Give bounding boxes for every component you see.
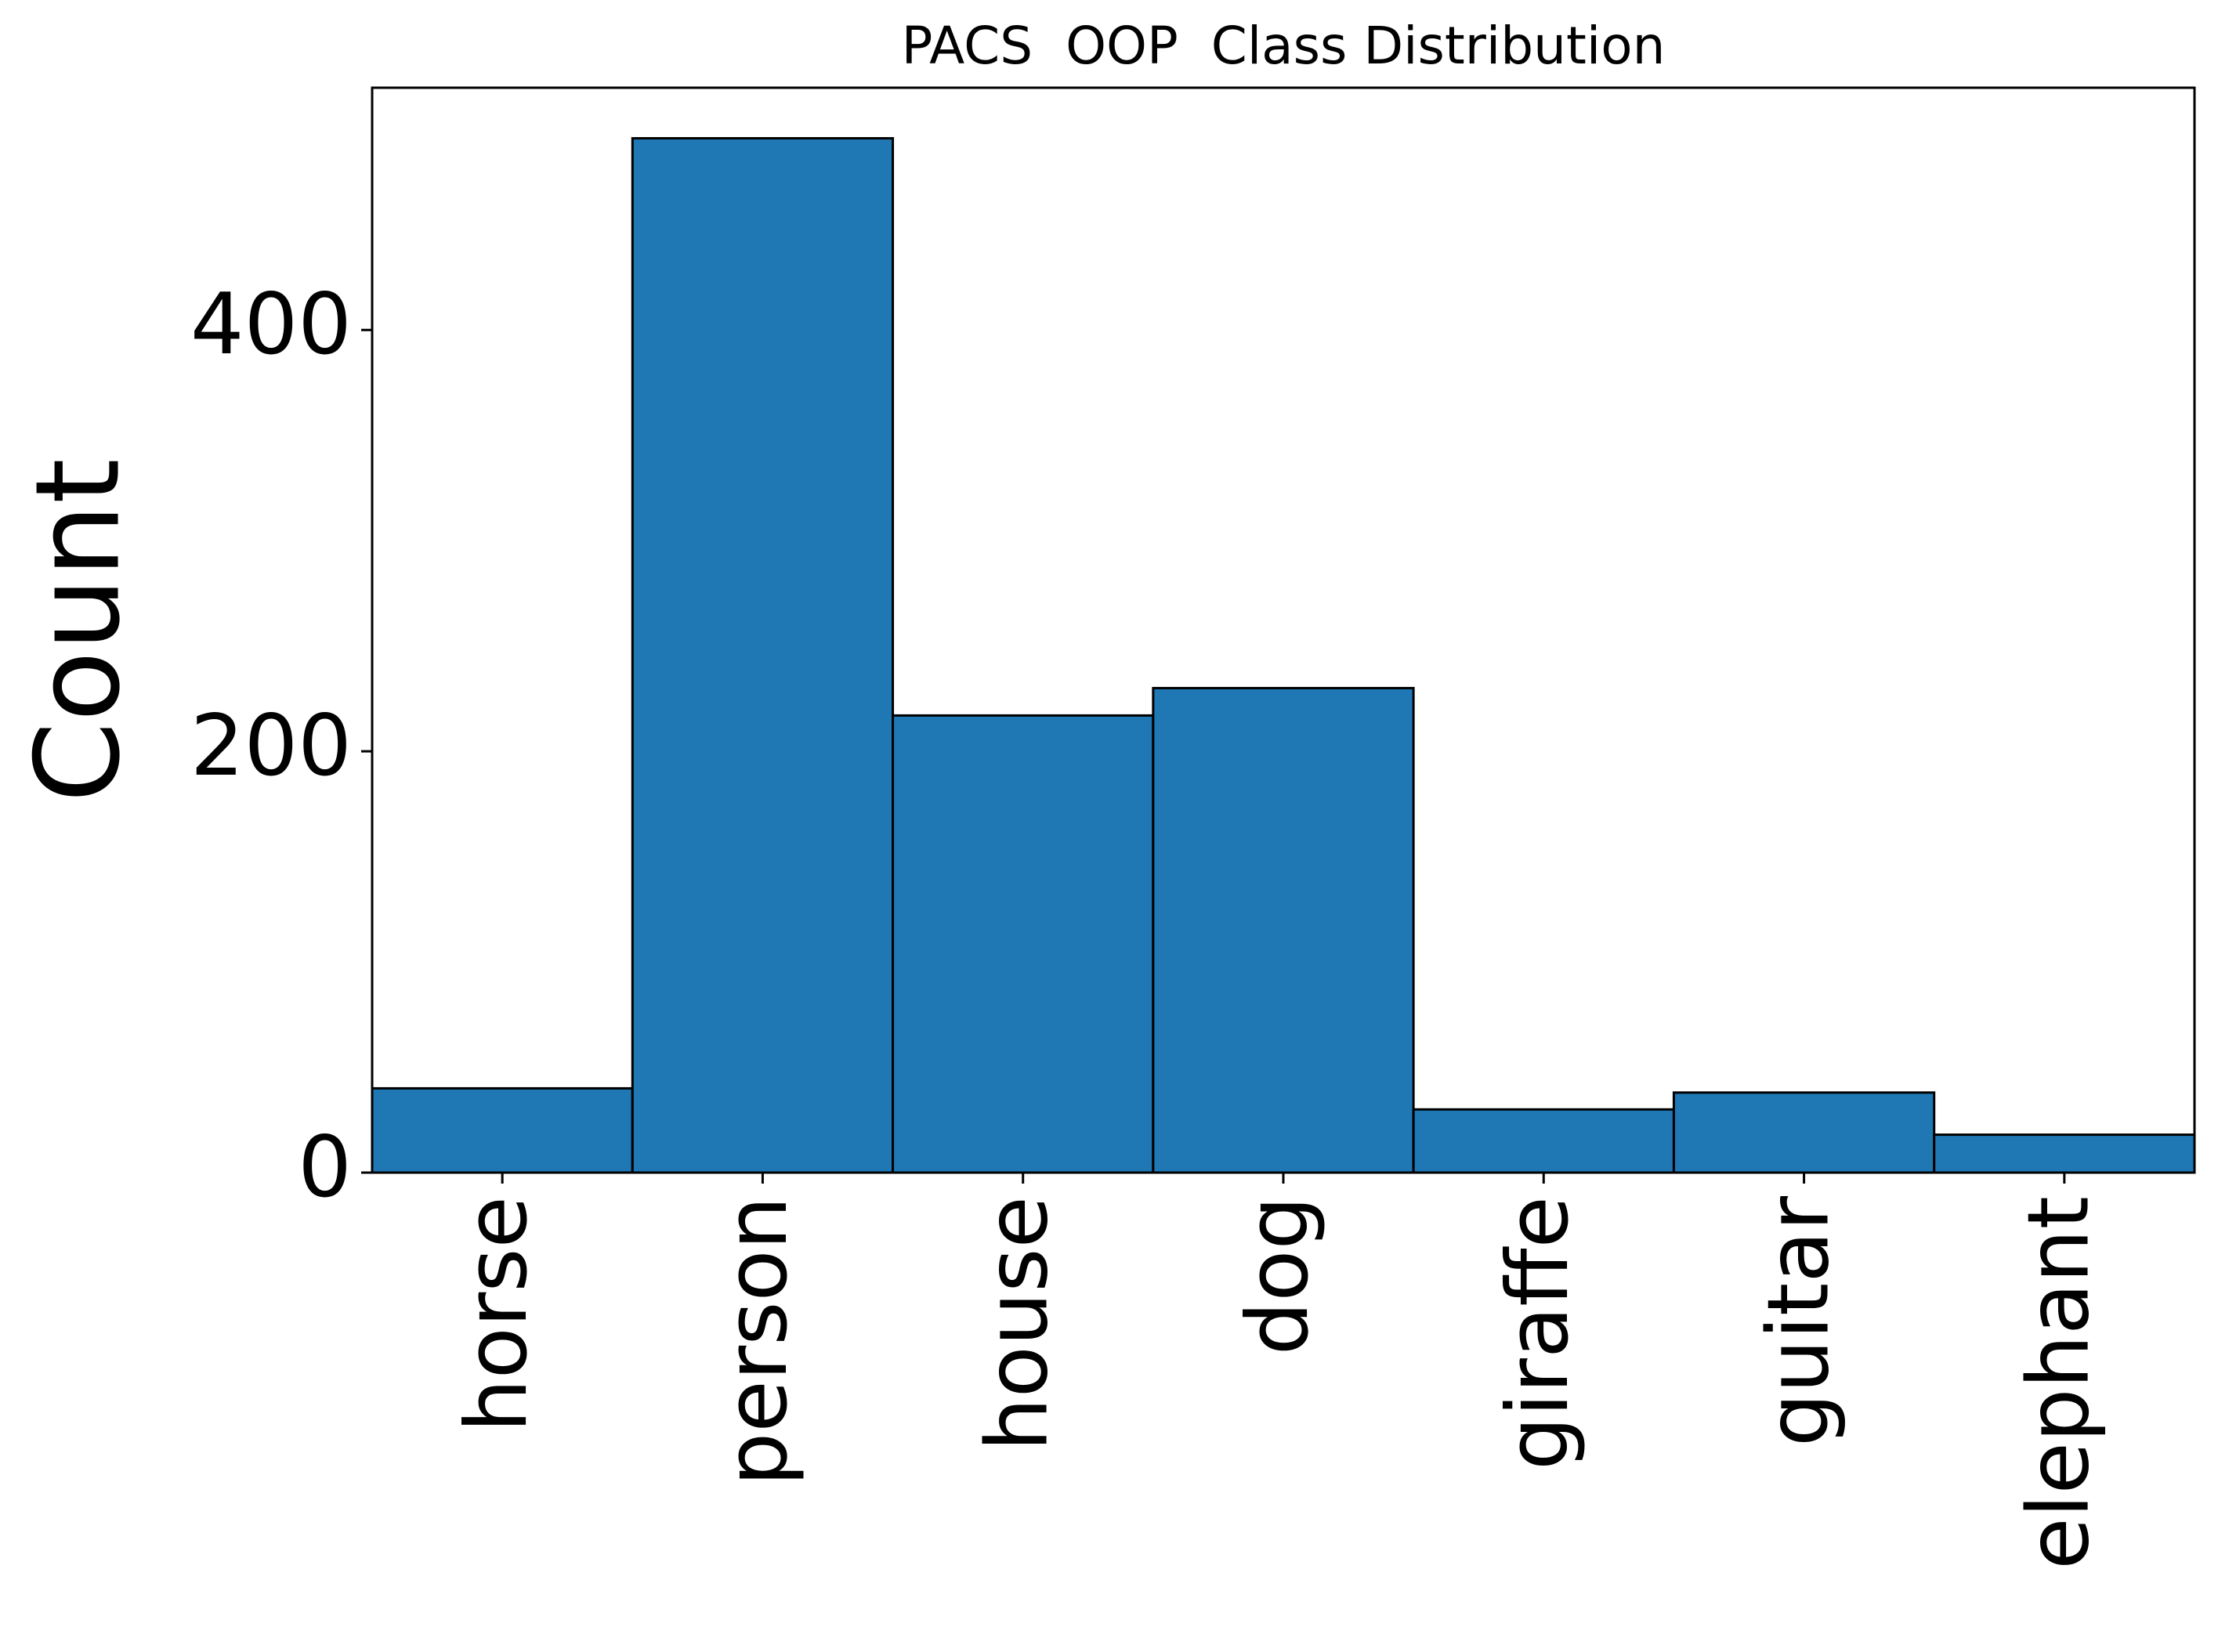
y-tick-label: 200 (190, 697, 352, 795)
chart-title: PACS OOP Class Distribution (902, 16, 1666, 76)
y-tick-label: 400 (190, 276, 352, 374)
x-tick-label: horse (448, 1196, 546, 1433)
bar (1933, 1133, 2196, 1174)
plot-frame (371, 86, 2196, 1174)
bar (1152, 686, 1415, 1174)
y-axis-label: Count (11, 458, 146, 803)
bar (371, 1086, 634, 1174)
bar (892, 714, 1155, 1174)
x-tick-label: guitar (1749, 1195, 1847, 1447)
y-tick-label: 0 (298, 1119, 352, 1216)
x-tick-label: house (968, 1196, 1066, 1451)
bar (631, 137, 895, 1174)
bar (1412, 1108, 1675, 1174)
bar (1672, 1091, 1936, 1174)
x-tick-label: giraffe (1489, 1196, 1587, 1470)
x-tick-label: person (708, 1196, 806, 1486)
x-tick-label: dog (1229, 1196, 1327, 1355)
x-tick-label: elephant (2010, 1196, 2108, 1570)
